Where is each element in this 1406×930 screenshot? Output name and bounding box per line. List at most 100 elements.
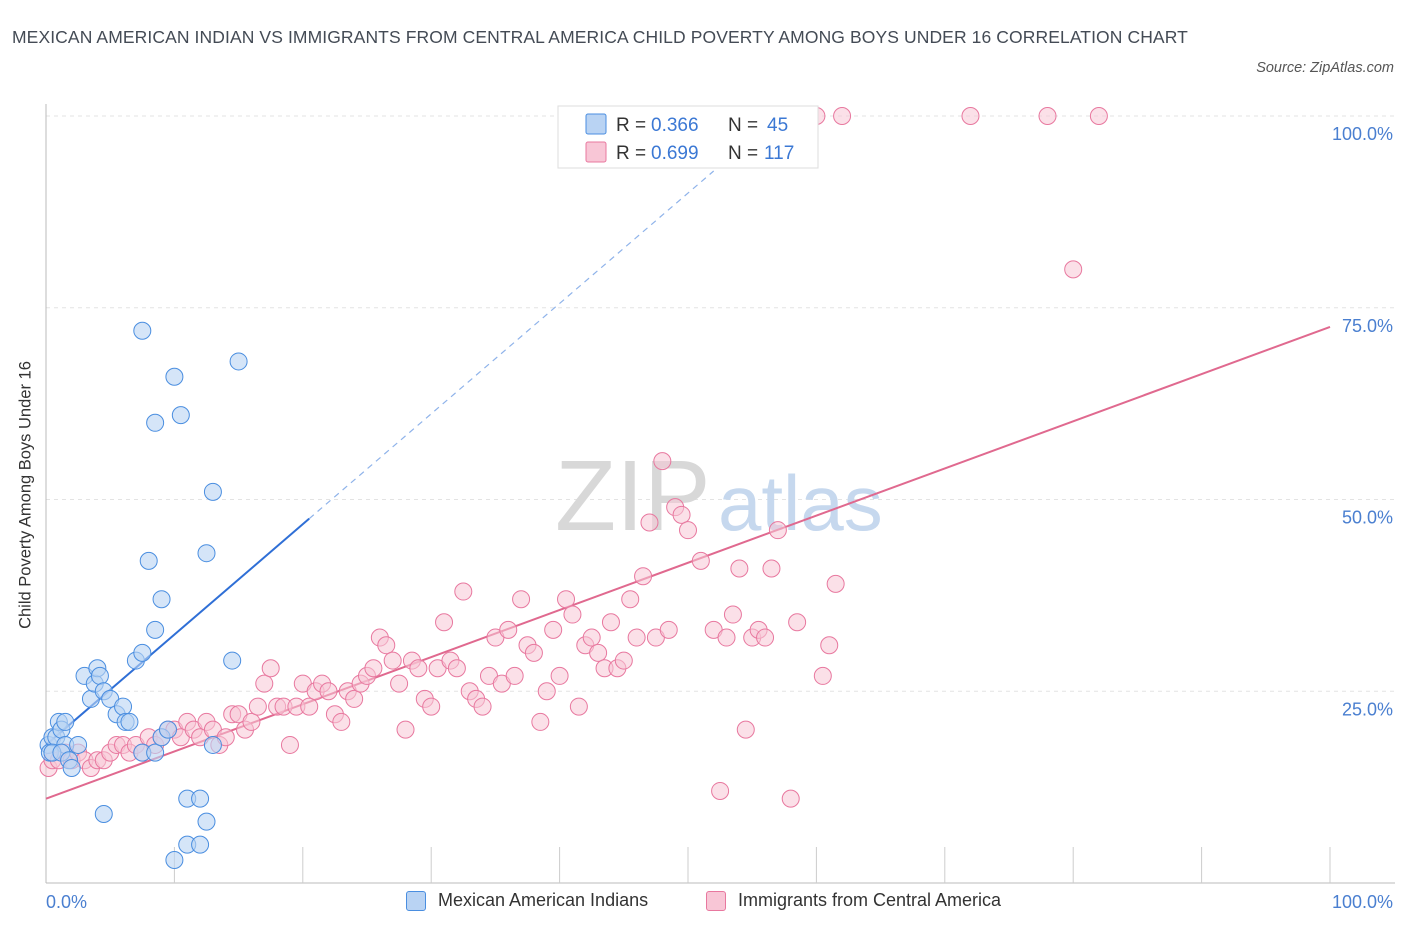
legend-swatch-blue [406,890,426,911]
point-pink-107 [736,720,755,739]
point-pink-33 [248,697,267,716]
point-pink-77 [531,712,550,731]
legend-swatch-pink [706,890,726,911]
point-pink-74 [512,590,531,609]
stats-r-label-blue: R = [616,115,646,136]
point-pink-116 [813,666,832,685]
point-pink-35 [261,659,280,678]
point-pink-105 [723,605,742,624]
point-pink-78 [537,682,556,701]
point-pink-79 [544,620,563,639]
point-pink-38 [280,735,299,754]
point-pink-90 [614,651,633,670]
point-pink-68 [473,697,492,716]
stats-legend: R = 0.366 N = 45 R = 0.699 N = 117 [557,105,819,169]
legend-label-immigrants-central-america: Immigrants from Central America [738,890,1002,910]
point-blue-23 [120,712,139,731]
point-pink-55 [390,674,409,693]
points-immigrants-central-america [39,107,1108,808]
source-label: Source: ZipAtlas.com [1256,60,1394,76]
point-pink-100 [679,521,697,540]
point-pink-83 [569,697,588,716]
point-blue-26 [139,551,158,570]
point-pink-80 [550,666,569,685]
point-blue-36 [171,406,190,425]
point-blue-38 [191,789,210,808]
legend-item-mexican-american-indians[interactable]: Mexican American Indians [406,890,648,911]
legend-label-mexican-american-indians: Mexican American Indians [438,890,649,910]
trend-dashed-blue [308,170,715,520]
point-blue-32 [158,720,177,739]
stats-n-value-pink: 117 [764,143,794,164]
point-pink-122 [1064,260,1083,279]
x-tick-label-min: 0.0% [46,892,87,912]
point-pink-93 [634,567,653,586]
point-pink-117 [820,636,839,655]
y-tick-label-100: 100.0% [1332,124,1393,144]
point-blue-44 [229,352,248,371]
point-pink-51 [364,659,383,678]
stats-r-label-pink: R = [616,143,646,164]
point-blue-43 [223,651,242,670]
point-blue-27 [146,620,165,639]
point-pink-114 [788,613,807,632]
point-blue-41 [197,544,216,563]
stats-legend-swatch-blue [585,113,607,135]
point-blue-46 [165,850,184,869]
stats-legend-swatch-pink [585,141,607,163]
point-pink-106 [730,559,749,578]
point-blue-40 [203,735,222,754]
stats-r-value-pink: 0.699 [651,143,699,164]
point-pink-81 [557,590,576,609]
y-tick-label-50: 50.0% [1342,508,1393,528]
point-pink-60 [422,697,441,716]
point-pink-54 [383,651,402,670]
point-blue-12 [69,735,88,754]
point-pink-121 [1089,107,1108,125]
point-pink-119 [961,107,980,125]
point-pink-103 [711,781,730,800]
point-pink-92 [627,628,646,647]
point-blue-7 [56,712,75,731]
point-pink-53 [377,636,396,655]
point-pink-73 [505,666,524,685]
stats-r-value-blue: 0.366 [651,115,699,136]
point-blue-28 [152,590,171,609]
point-pink-64 [447,659,466,678]
point-pink-46 [332,712,351,731]
y-tick-labels: 25.0% 50.0% 75.0% 100.0% [1332,124,1393,719]
point-pink-72 [499,620,518,639]
point-pink-48 [345,689,364,708]
point-pink-44 [319,682,338,701]
legend-item-immigrants-central-america[interactable]: Immigrants from Central America [706,890,1001,911]
point-pink-111 [762,559,781,578]
y-tick-label-25: 25.0% [1342,699,1393,719]
point-pink-120 [1038,107,1057,125]
point-pink-88 [601,613,620,632]
stats-n-label-blue: N = [728,115,758,136]
point-pink-118 [826,574,845,593]
point-blue-35 [165,367,184,386]
point-blue-33 [133,321,152,340]
point-pink-56 [396,720,415,739]
point-blue-39 [197,812,216,831]
point-pink-76 [524,643,543,662]
point-blue-42 [203,482,222,501]
y-tick-label-75: 75.0% [1342,316,1393,336]
bottom-legend: Mexican American Indians Immigrants from… [0,886,1406,918]
point-blue-48 [191,835,210,854]
point-pink-34 [255,674,274,693]
point-pink-82 [563,605,582,624]
point-pink-86 [589,643,608,662]
point-pink-94 [640,513,659,532]
point-pink-58 [409,659,428,678]
point-pink-96 [653,452,672,471]
point-pink-113 [781,789,800,808]
point-blue-30 [146,743,165,762]
gridlines [46,115,1395,692]
point-pink-99 [672,505,691,524]
point-pink-110 [756,628,775,647]
x-tick-label-max: 100.0% [1332,892,1393,912]
point-pink-97 [659,620,678,639]
